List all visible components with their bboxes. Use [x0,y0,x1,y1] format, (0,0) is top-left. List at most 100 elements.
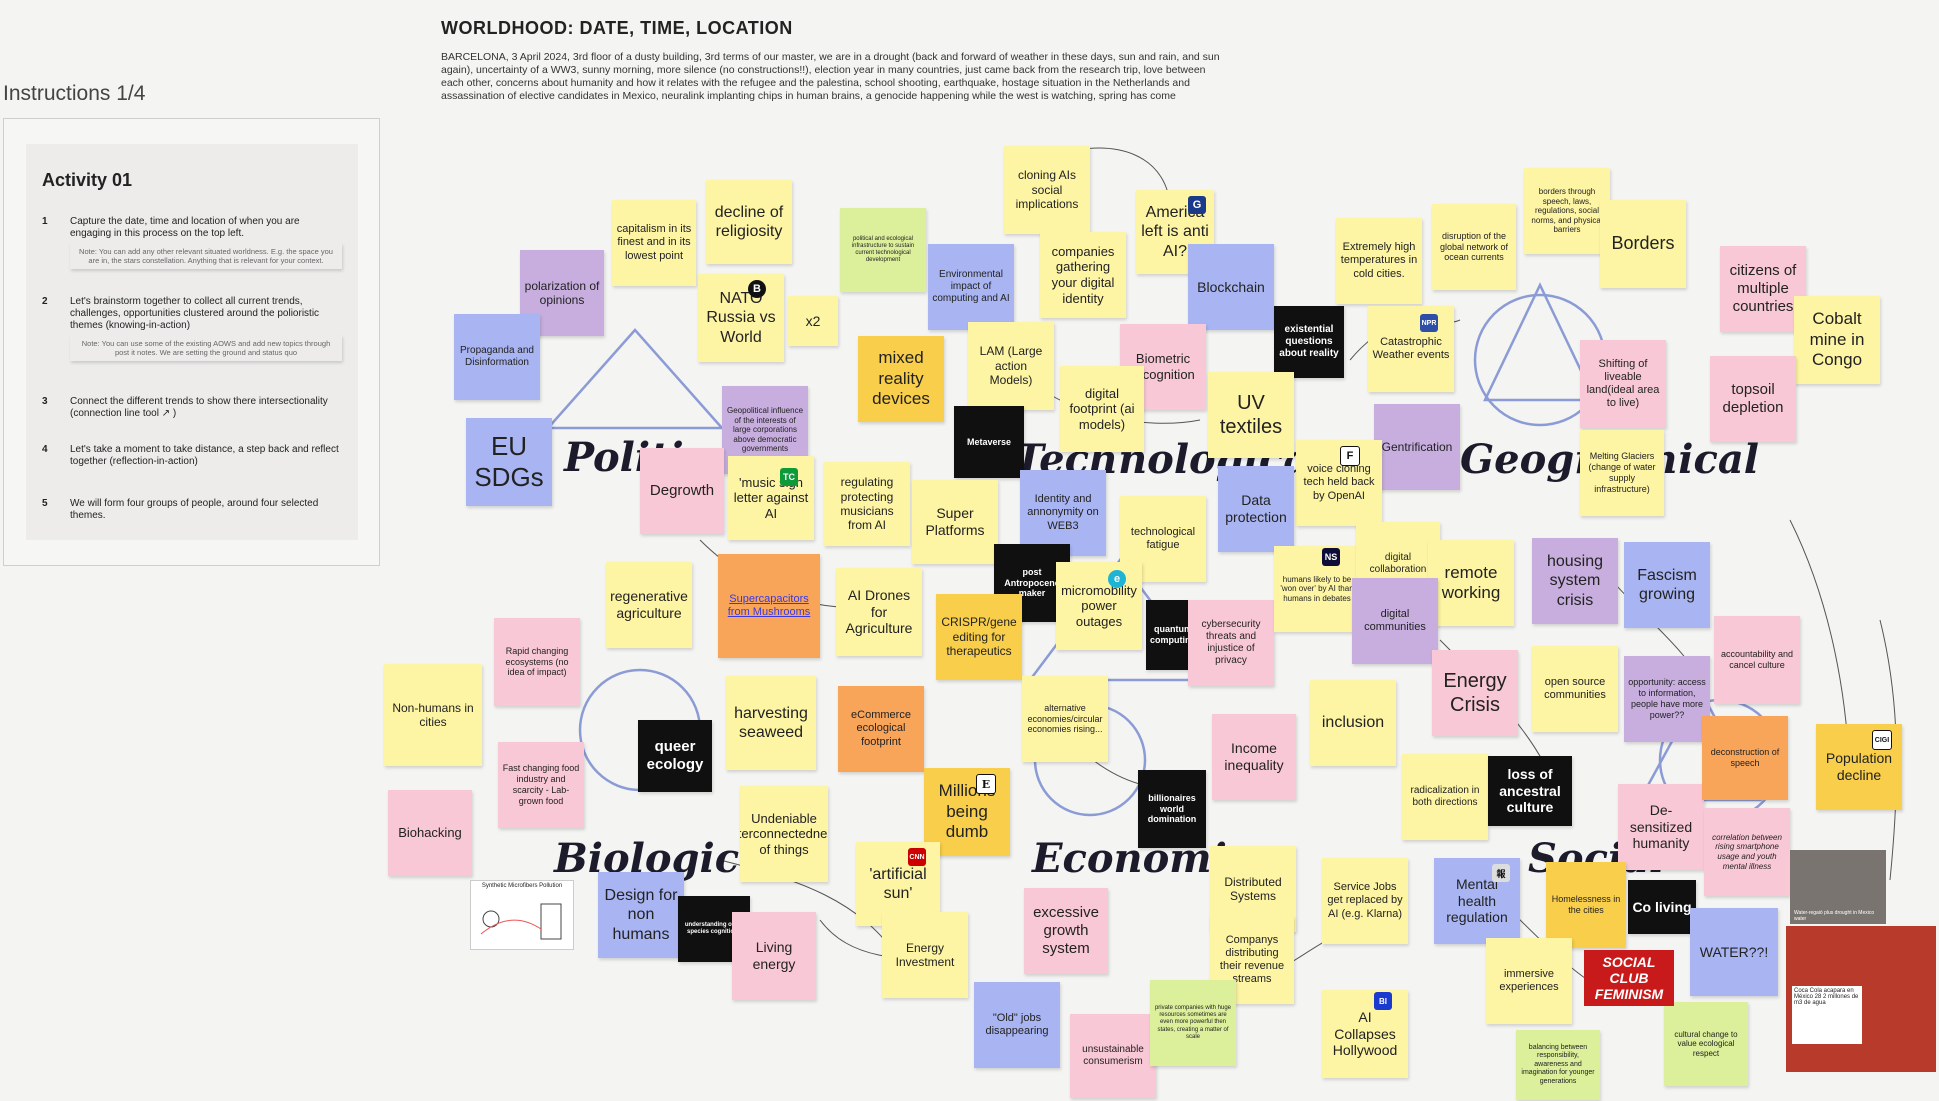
sticky-note[interactable]: balancing between responsibility, awaren… [1516,1030,1600,1100]
sticky-note[interactable]: De-sensitized humanity [1618,784,1704,870]
sticky-note[interactable]: eCommerce ecological footprint [838,686,924,772]
sticky-note[interactable]: Homelessness in the cities [1546,862,1626,948]
sticky-note[interactable]: Shifting of liveable land(ideal area to … [1580,340,1666,428]
sticky-note[interactable]: digital communities [1352,578,1438,664]
sticky-note[interactable]: EU SDGs [466,418,552,506]
drought-photo[interactable]: Water-regaió plus drought in Mexico wate… [1790,850,1886,924]
sticky-note[interactable]: borders through speech, laws, regulation… [1524,168,1610,254]
sticky-note[interactable]: mixed reality devices [858,336,944,422]
sticky-note[interactable]: cloning AIs social implications [1004,146,1090,234]
sticky-note[interactable]: polarization of opinions [520,250,604,336]
sticky-note[interactable]: voice cloning tech held back by OpenAI [1296,440,1382,526]
sticky-note[interactable]: harvesting seaweed [726,676,816,770]
sticky-note[interactable]: Fast changing food industry and scarcity… [498,742,584,828]
sticky-note[interactable]: micromobility power outages [1056,562,1142,650]
sticky-note[interactable]: unsustainable consumerism [1070,1014,1156,1098]
sticky-note[interactable]: Borders [1600,200,1686,288]
sticky-note[interactable]: loss of ancestral culture [1488,756,1572,826]
sticky-note[interactable]: Fascism growing [1624,542,1710,628]
sticky-note[interactable]: Super Platforms [912,480,998,564]
sticky-note[interactable]: Income inequality [1212,714,1296,800]
sticky-note[interactable]: Design for non humans [598,872,684,958]
sticky-note[interactable]: private companies with huge resources so… [1150,980,1236,1066]
sticky-note[interactable]: radicalization in both directions [1402,754,1488,840]
sticky-note[interactable]: x2 [788,296,838,346]
sticky-note[interactable]: Energy Investment [882,912,968,998]
microfibers-illustration[interactable]: Synthetic Microfibers Pollution [470,880,574,950]
coca-cola-news-photo[interactable]: Coca Cola acapara en México 28 2 millone… [1786,926,1936,1072]
sticky-note[interactable]: topsoil depletion [1710,356,1796,442]
sticky-note[interactable]: CRISPR/gene editing for therapeutics [936,594,1022,680]
activity-title: Activity 01 [42,170,133,190]
sticky-note[interactable]: queer ecology [638,720,712,792]
step-2: 2 Let's brainstorm together to collect a… [42,296,342,357]
social-club-feminism-logo[interactable]: SOCIAL CLUB FEMINISM [1584,950,1674,1006]
sticky-note[interactable]: regulating protecting musicians from AI [824,462,910,546]
sticky-note[interactable]: AI Drones for Agriculture [836,568,922,656]
step-number: 2 [42,296,48,307]
sticky-note[interactable]: cultural change to value ecological resp… [1664,1002,1748,1086]
guardian-logo-icon: G [1188,196,1206,214]
sticky-note[interactable]: opportunity: access to information, peop… [1624,656,1710,742]
sticky-note[interactable]: Service Jobs get replaced by AI (e.g. Kl… [1322,858,1408,944]
sticky-note[interactable]: "Old" jobs disappearing [974,982,1060,1068]
sticky-note[interactable]: disruption of the global network of ocea… [1432,204,1516,290]
step-3: 3 Connect the different trends to show t… [42,396,342,420]
e-logo-icon: e [1108,570,1126,588]
sticky-note[interactable]: alternative economies/circular economies… [1022,676,1108,762]
sticky-note[interactable]: excessive growth system [1024,888,1108,974]
sticky-note[interactable]: UV textiles [1208,372,1294,458]
sticky-note[interactable]: companies gathering your digital identit… [1040,232,1126,318]
sticky-note[interactable]: NATO Russia vs World [698,274,784,362]
sticky-note[interactable]: Undeniable interconnectedness of things [740,786,828,882]
sticky-note[interactable]: 'music sign letter against AI [728,456,814,540]
sticky-note[interactable]: regenerative agriculture [606,562,692,648]
sticky-note[interactable]: remote working [1428,540,1514,626]
sticky-note[interactable]: digital footprint (ai models) [1060,366,1144,452]
sticky-note[interactable]: deconstruction of speech [1702,716,1788,800]
sticky-note[interactable]: Co living [1628,880,1696,934]
sticky-note[interactable]: cybersecurity threats and injustice of p… [1188,600,1274,686]
microfibers-drawing [480,903,562,940]
sticky-note[interactable]: Rapid changing ecosystems (no idea of im… [494,618,580,706]
sticky-note[interactable]: correlation between rising smartphone us… [1704,808,1790,896]
sticky-note[interactable]: Non-humans in cities [384,664,482,766]
sticky-note[interactable]: existential questions about reality [1274,306,1344,378]
sticky-note[interactable]: immersive experiences [1486,938,1572,1024]
sticky-note[interactable]: Data protection [1218,466,1294,552]
news-caption: Coca Cola acapara en México 28 2 millone… [1792,986,1862,1044]
sticky-note[interactable]: Environmental impact of computing and AI [928,244,1014,330]
sticky-note[interactable]: LAM (Large action Models) [968,322,1054,410]
sticky-note[interactable]: capitalism in its finest and in its lowe… [612,200,696,286]
npr-logo-icon: NPR [1420,314,1438,332]
sticky-note[interactable]: inclusion [1310,680,1396,766]
sticky-note[interactable]: Living energy [732,912,816,1000]
sticky-note[interactable]: AI Collapses Hollywood [1322,990,1408,1078]
sticky-note[interactable]: Extremely high temperatures in cold citi… [1336,218,1422,304]
sticky-note[interactable]: accountability and cancel culture [1714,616,1800,704]
sticky-note[interactable]: Cobalt mine in Congo [1794,296,1880,384]
ns-logo-icon: NS [1322,548,1340,566]
sticky-note[interactable]: political and ecological infrastructure … [840,208,926,292]
sticky-note[interactable]: Catastrophic Weather events [1368,306,1454,392]
sticky-note[interactable]: open source communities [1532,646,1618,732]
sticky-note[interactable]: housing system crisis [1532,538,1618,624]
step-number: 5 [42,498,48,509]
sticky-note[interactable]: citizens of multiple countries [1720,246,1806,332]
sticky-note[interactable]: Propaganda and Disinformation [454,314,540,400]
sticky-note[interactable]: decline of religiosity [706,180,792,264]
sticky-note[interactable]: Biohacking [388,790,472,876]
sticky-note-link[interactable]: Supercapacitors from Mushrooms [718,554,820,658]
sticky-note[interactable]: Identity and annonymity on WEB3 [1020,470,1106,556]
sticky-note[interactable]: Degrowth [640,448,724,534]
sticky-note[interactable]: Blockchain [1188,244,1274,330]
sticky-note[interactable]: Gentrification [1374,404,1460,490]
sticky-note[interactable]: Energy Crisis [1432,650,1518,736]
sticky-note[interactable]: humans likely to be 'won over' by AI tha… [1274,546,1360,632]
sticky-note[interactable]: billionaires world domination [1138,770,1206,848]
news-logo-icon: 報 [1492,864,1510,882]
sticky-note[interactable]: WATER??! [1690,908,1778,996]
sticky-note[interactable]: Melting Glaciers (change of water supply… [1580,430,1664,516]
step-note: Note: You can add any other relevant sit… [70,243,342,269]
sticky-note[interactable]: Metaverse [954,406,1024,478]
